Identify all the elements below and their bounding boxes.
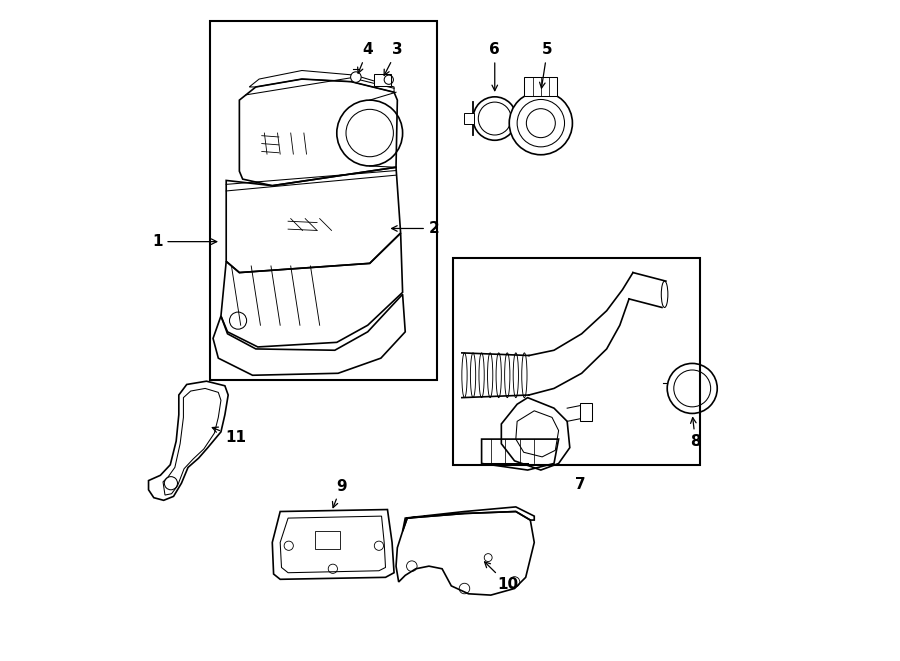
Text: 7: 7 bbox=[575, 477, 586, 492]
Text: 6: 6 bbox=[490, 42, 500, 91]
Bar bbox=[374, 74, 391, 86]
Text: 9: 9 bbox=[332, 479, 347, 508]
Circle shape bbox=[351, 72, 361, 83]
Bar bbox=[315, 531, 340, 549]
Bar bbox=[580, 403, 591, 421]
Text: 2: 2 bbox=[392, 221, 440, 236]
Text: 8: 8 bbox=[690, 418, 701, 449]
Text: 11: 11 bbox=[212, 427, 246, 445]
Bar bbox=[525, 77, 557, 96]
Text: 4: 4 bbox=[357, 42, 373, 73]
Text: 3: 3 bbox=[384, 42, 402, 75]
Text: 5: 5 bbox=[540, 42, 553, 88]
Text: 1: 1 bbox=[152, 234, 217, 249]
Bar bbox=[464, 113, 474, 124]
Bar bbox=[210, 21, 436, 380]
Bar bbox=[454, 258, 700, 465]
Circle shape bbox=[509, 92, 572, 155]
Text: 10: 10 bbox=[484, 562, 518, 592]
